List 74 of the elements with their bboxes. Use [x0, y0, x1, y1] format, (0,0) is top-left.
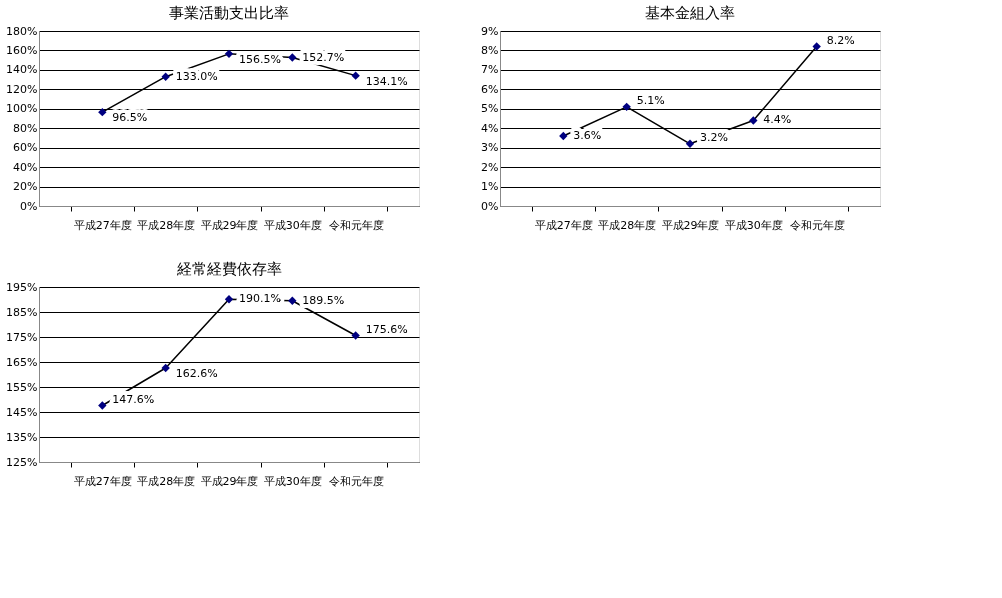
y-tick-label: 160%	[6, 43, 38, 57]
x-tick-label: 令和元年度	[328, 218, 384, 232]
chart-title: 経常経費依存率	[175, 260, 282, 278]
point	[351, 331, 360, 340]
point	[685, 139, 695, 148]
y-tick-label: 100%	[6, 102, 38, 116]
text: 8.2%	[826, 33, 855, 47]
x-tick-label: 平成27年度	[534, 218, 593, 232]
text: 3.6%	[573, 129, 602, 142]
x-tick-label: 平成29年度	[661, 218, 720, 232]
y-tick-label: 0%	[481, 199, 499, 213]
point	[812, 42, 821, 51]
x-tick-label: 平成28年度	[598, 218, 657, 232]
x-tick-label: 平成27年度	[73, 218, 132, 232]
y-tick-label: 135%	[6, 430, 38, 444]
x-tick-label: 令和元年度	[328, 474, 384, 488]
y-tick-label: 1%	[481, 180, 499, 194]
y-tick-label: 5%	[481, 102, 499, 116]
y-tick-label: 125%	[6, 455, 38, 469]
y-tick-label: 175%	[6, 330, 38, 344]
point	[351, 71, 360, 80]
x-tick-label: 平成29年度	[200, 474, 259, 488]
text: 152.7%	[302, 50, 345, 64]
y-tick-label: 20%	[13, 180, 38, 194]
y-tick-label: 2%	[481, 160, 499, 174]
x-tick-label: 平成28年度	[137, 218, 196, 232]
y-tick-label: 8%	[481, 43, 499, 57]
y-tick-label: 40%	[13, 160, 38, 174]
y-tick-label: 145%	[6, 405, 38, 419]
y-tick-label: 140%	[6, 63, 38, 77]
y-tick-label: 4%	[481, 121, 499, 135]
y-tick-label: 0%	[20, 199, 38, 213]
point	[622, 102, 631, 112]
chart-title: 事業活動支出比率	[169, 4, 289, 22]
text: 4.4%	[763, 113, 792, 127]
point	[224, 295, 234, 304]
point	[224, 49, 234, 59]
y-tick-label: 195%	[6, 280, 38, 294]
x-tick-label: 平成30年度	[263, 474, 322, 488]
y-tick-label: 7%	[481, 63, 499, 77]
point	[98, 401, 107, 410]
text: 133.0%	[175, 69, 218, 83]
text: 5.1%	[636, 93, 665, 107]
point	[288, 296, 297, 305]
y-tick-label: 80%	[13, 121, 38, 135]
y-tick-label: 165%	[6, 355, 38, 369]
point	[559, 131, 568, 141]
point	[749, 116, 758, 125]
text: 162.6%	[175, 367, 218, 380]
text: 156.5%	[239, 52, 281, 66]
y-tick-label: 185%	[6, 305, 38, 319]
y-tick-label: 6%	[481, 82, 499, 96]
y-tick-label: 9%	[481, 24, 499, 38]
point	[161, 363, 170, 373]
point	[98, 108, 107, 117]
x-tick-label: 平成28年度	[137, 474, 196, 488]
text: 96.5%	[112, 111, 148, 125]
y-tick-label: 60%	[13, 141, 38, 155]
text: 134.1%	[365, 74, 408, 88]
y-tick-label: 3%	[481, 141, 499, 155]
text: 175.6%	[365, 322, 408, 336]
x-tick-label: 平成29年度	[200, 218, 259, 232]
point	[288, 53, 297, 62]
x-tick-label: 平成30年度	[724, 218, 783, 232]
text: 189.5%	[302, 293, 345, 307]
y-tick-label: 120%	[6, 82, 38, 96]
x-tick-label: 平成27年度	[73, 474, 132, 488]
x-tick-label: 平成30年度	[263, 218, 322, 232]
text: 147.6%	[112, 392, 155, 406]
y-tick-label: 155%	[6, 380, 38, 394]
point	[161, 72, 170, 81]
chart-title: 基本金組入率	[645, 4, 735, 22]
x-tick-label: 令和元年度	[789, 218, 845, 232]
y-tick-label: 180%	[6, 24, 38, 38]
